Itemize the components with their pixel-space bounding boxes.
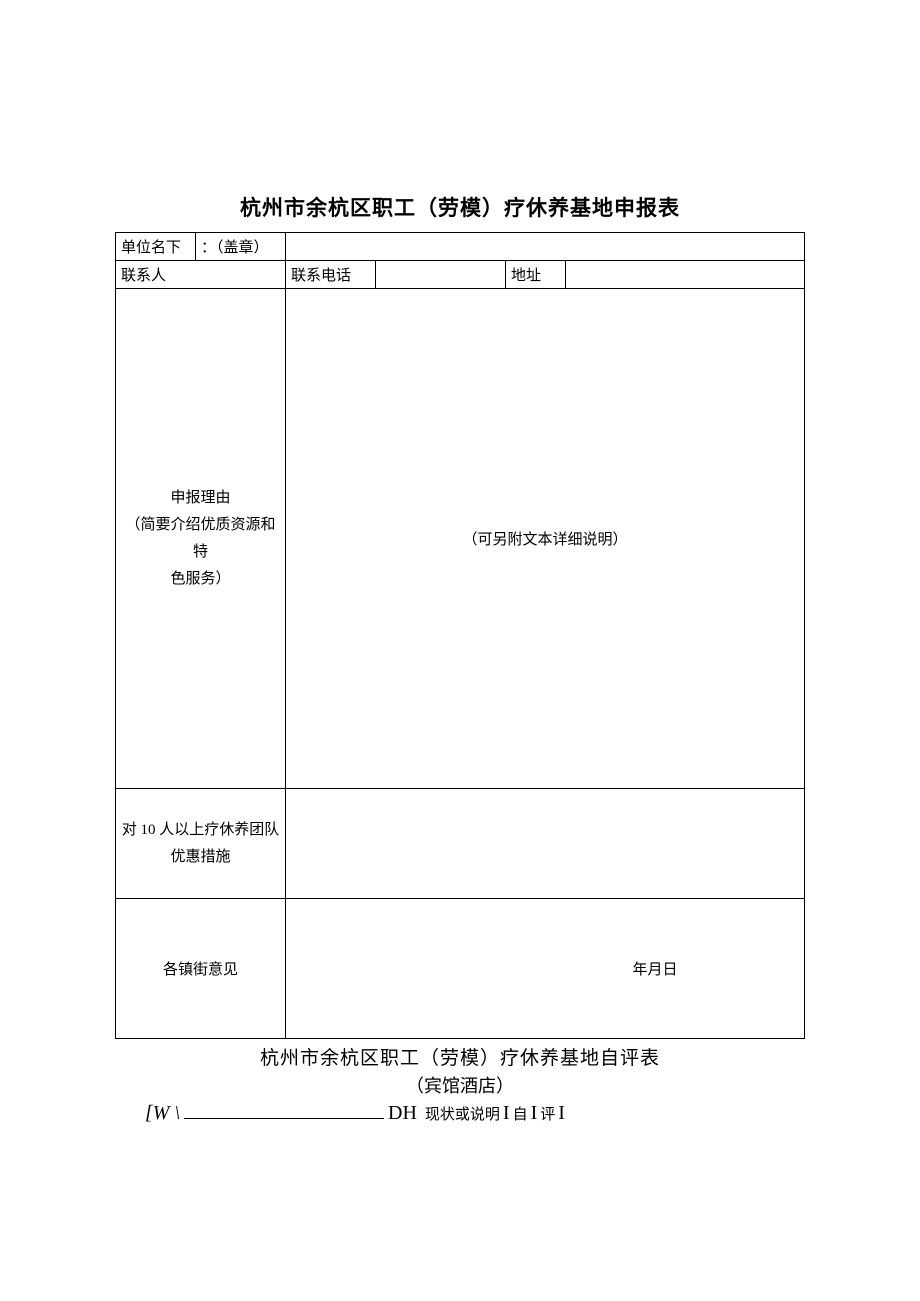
footer-underline [184,1118,384,1119]
footer-box-2: I [531,1102,538,1125]
sub-title: 杭州市余杭区职工（劳模）疗休养基地自评表 [115,1043,805,1070]
discount-label-line1: 对 10 人以上疗休养团队 [121,817,280,844]
reason-row: 申报理由 （简要介绍优质资源和特 色服务） （可另附文本详细说明） [116,289,805,789]
unit-name-value [286,233,805,261]
footer-w-symbol: [W \ [145,1102,180,1125]
opinion-row: 各镇街意见 年月日 [116,899,805,1039]
address-value [566,261,805,289]
reason-label-line3: 色服务） [121,566,280,593]
reason-label-line1: 申报理由 [121,485,280,512]
reason-label-cell: 申报理由 （简要介绍优质资源和特 色服务） [116,289,286,789]
footer-status-label: 现状或说明 [425,1103,500,1124]
reason-label-line2: （简要介绍优质资源和特 [121,512,280,566]
phone-label: 联系电话 [286,261,376,289]
reason-content-text: （可另附文本详细说明） [462,532,627,548]
phone-value [376,261,506,289]
footer-box-3: I [558,1102,565,1125]
reason-content-cell: （可另附文本详细说明） [286,289,805,789]
address-label: 地址 [506,261,566,289]
contact-row: 联系人 联系电话 地址 [116,261,805,289]
date-text: 年月日 [632,958,677,979]
discount-label-line2: 优惠措施 [121,844,280,871]
document-container: 杭州市余杭区职工（劳模）疗休养基地申报表 单位名下 ：（盖章） 联系人 联系电话… [0,0,920,1125]
footer-dh-symbol: DH [388,1102,417,1125]
sub-subtitle: （宾馆酒店） [115,1072,805,1098]
opinion-content-cell: 年月日 [286,899,805,1039]
unit-name-row: 单位名下 ：（盖章） [116,233,805,261]
main-title: 杭州市余杭区职工（劳模）疗休养基地申报表 [115,192,805,222]
seal-label: ：（盖章） [196,233,286,261]
discount-label-cell: 对 10 人以上疗休养团队 优惠措施 [116,789,286,899]
footer-self-label: 自 [513,1103,528,1124]
footer-box-1: I [503,1102,510,1125]
unit-name-label: 单位名下 [116,233,196,261]
discount-row: 对 10 人以上疗休养团队 优惠措施 [116,789,805,899]
opinion-label-cell: 各镇街意见 [116,899,286,1039]
discount-content-cell [286,789,805,899]
contact-person-label: 联系人 [116,261,286,289]
footer-eval-label: 评 [540,1103,555,1124]
footer-row: [W \ DH 现状或说明 I 自 I 评 I [115,1102,805,1125]
application-form-table: 单位名下 ：（盖章） 联系人 联系电话 地址 申报理由 （简要介绍优质资源和特 … [115,232,805,1039]
